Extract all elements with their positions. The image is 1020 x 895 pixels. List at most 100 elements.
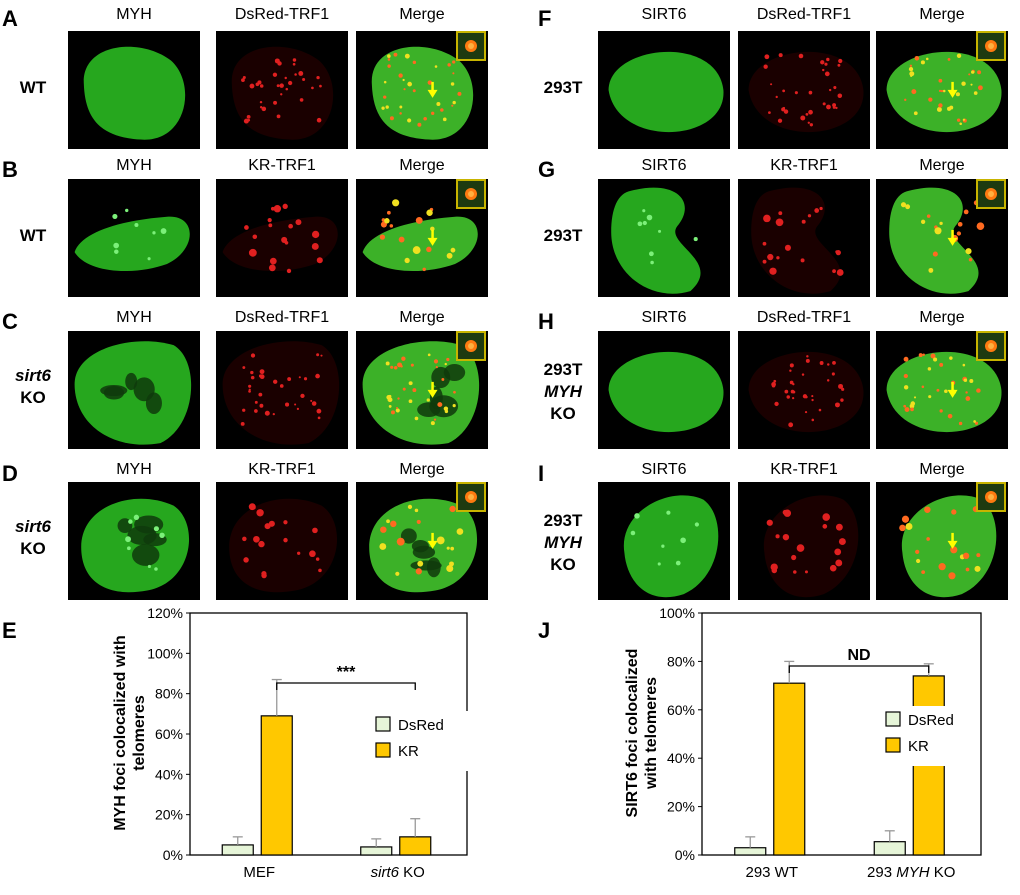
micrograph-H-merge <box>876 331 1008 449</box>
legend-label: KR <box>908 738 929 755</box>
panel-letter: F <box>538 6 552 31</box>
column-header: SIRT6 <box>641 309 687 326</box>
micrograph-F-red <box>738 31 870 149</box>
bar-kr-0 <box>260 715 293 856</box>
column-header: Merge <box>399 157 445 174</box>
row-label-line: 293T <box>543 360 583 379</box>
row-label-line: 293T <box>543 511 583 530</box>
legend-label: KR <box>398 743 419 760</box>
plot-frame <box>701 612 982 856</box>
row-label-line: WT <box>19 78 47 97</box>
row-label: sirt6 KO <box>6 516 60 560</box>
panel-letter: E <box>2 618 17 643</box>
column-header: DsRed-TRF1 <box>756 309 852 326</box>
row-label-line: sirt6 <box>15 517 51 536</box>
column-header: MYH <box>116 6 152 23</box>
y-tick-label: 0% <box>163 847 183 863</box>
panel-letter: D <box>2 461 18 486</box>
significance-bracket <box>276 682 416 690</box>
micrograph-I-red <box>738 482 870 600</box>
zoom-inset <box>976 482 1006 512</box>
column-header: SIRT6 <box>641 6 687 23</box>
legend-swatch <box>885 711 901 727</box>
column-header: MYH <box>116 309 152 326</box>
row-label-line: sirt6 <box>15 366 51 385</box>
row-label-line: 293T <box>543 226 583 245</box>
significance-label: *** <box>337 664 356 681</box>
bar-dsred-0 <box>734 847 767 856</box>
significance-label: ND <box>847 647 870 664</box>
micrograph-G-green <box>598 179 730 297</box>
micrograph-B-green <box>68 179 200 297</box>
row-label: 293T MYH KO <box>536 510 590 576</box>
column-header: KR-TRF1 <box>770 157 838 174</box>
panel-letter: B <box>2 157 18 182</box>
y-tick-label: 40% <box>667 750 695 766</box>
significance-bracket <box>788 665 930 673</box>
micrograph-I-green <box>598 482 730 600</box>
zoom-inset <box>456 331 486 361</box>
micrograph-C-merge <box>356 331 488 449</box>
row-label: 293T <box>536 77 590 99</box>
row-label-line: 293T <box>543 78 583 97</box>
column-header: KR-TRF1 <box>770 461 838 478</box>
micrograph-C-red <box>216 331 348 449</box>
row-label-line: KO <box>20 539 46 558</box>
zoom-inset <box>456 179 486 209</box>
micrograph-A-green <box>68 31 200 149</box>
row-label: WT <box>6 225 60 247</box>
y-tick-label: 80% <box>667 653 695 669</box>
legend-swatch <box>375 742 391 758</box>
x-category-label: 293 WT <box>745 864 798 881</box>
x-category-label: MEF <box>243 864 275 881</box>
legend-label: DsRed <box>908 712 954 729</box>
x-category-label: 293 MYH KO <box>867 864 955 881</box>
row-label: sirt6 KO <box>6 365 60 409</box>
legend-label: DsRed <box>398 717 444 734</box>
row-label-line: WT <box>19 226 47 245</box>
column-header: Merge <box>919 461 965 478</box>
y-tick-label: 120% <box>147 605 183 621</box>
panel-letter: H <box>538 309 554 334</box>
bar-dsred-1 <box>873 841 906 856</box>
y-tick-label: 20% <box>667 799 695 815</box>
panel-letter: J <box>538 618 551 643</box>
column-header: KR-TRF1 <box>248 157 316 174</box>
column-header: Merge <box>919 309 965 326</box>
zoom-inset <box>456 31 486 61</box>
micrograph-C-green <box>68 331 200 449</box>
column-header: SIRT6 <box>641 157 687 174</box>
y-tick-label: 80% <box>155 686 183 702</box>
micrograph-H-red <box>738 331 870 449</box>
y-tick-label: 100% <box>659 605 695 621</box>
bar-chart-E: 0% 20% 40% 60% 80% 100% 120% MEF sirt6 KO *** DsRe… <box>147 605 468 881</box>
row-label-line: KO <box>20 388 46 407</box>
column-header: Merge <box>399 461 445 478</box>
micrograph-H-green <box>598 331 730 449</box>
panel-letter: I <box>538 461 545 486</box>
column-header: MYH <box>116 157 152 174</box>
column-header: DsRed-TRF1 <box>756 6 852 23</box>
column-header: KR-TRF1 <box>248 461 316 478</box>
legend-swatch <box>375 716 391 732</box>
column-header: Merge <box>399 309 445 326</box>
micrograph-D-green <box>68 482 200 600</box>
column-header: Merge <box>919 157 965 174</box>
row-label: 293T <box>536 225 590 247</box>
y-tick-label: 20% <box>155 807 183 823</box>
micrograph-B-red <box>216 179 348 297</box>
bar-kr-0 <box>773 682 806 856</box>
column-header: MYH <box>116 461 152 478</box>
micrograph-B-merge <box>356 179 488 297</box>
panel-letter: C <box>2 309 18 334</box>
micrograph-F-green <box>598 31 730 149</box>
micrograph-D-merge <box>356 482 488 600</box>
column-header: DsRed-TRF1 <box>234 6 330 23</box>
legend-swatch <box>885 737 901 753</box>
micrograph-G-merge <box>876 179 1008 297</box>
panel-letter: G <box>538 157 556 182</box>
micrograph-F-merge <box>876 31 1008 149</box>
row-label-line: KO <box>550 404 576 423</box>
row-label-line: KO <box>550 555 576 574</box>
